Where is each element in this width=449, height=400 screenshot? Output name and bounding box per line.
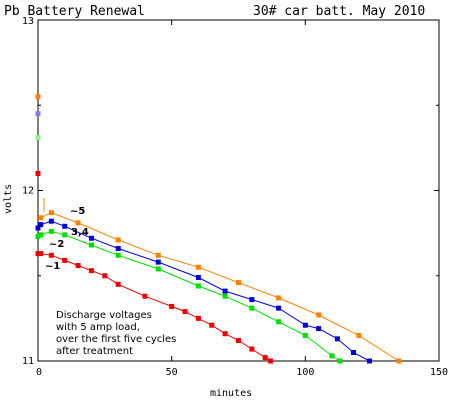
data-point bbox=[88, 268, 94, 274]
data-point bbox=[302, 322, 308, 328]
data-point bbox=[268, 358, 274, 364]
data-point bbox=[276, 295, 282, 301]
data-point bbox=[276, 305, 282, 311]
series-layer bbox=[35, 94, 402, 364]
data-point bbox=[236, 338, 241, 344]
y-tick-label: 12 bbox=[22, 186, 34, 197]
data-point bbox=[38, 232, 44, 238]
data-point bbox=[115, 245, 121, 251]
data-point bbox=[334, 336, 340, 342]
data-point bbox=[155, 259, 161, 265]
data-point bbox=[182, 309, 188, 315]
ticks-layer: 0 50 100 150 11 12 13 bbox=[22, 16, 448, 378]
data-point bbox=[48, 210, 54, 216]
data-point bbox=[302, 332, 308, 338]
annotation-line-4: after treatment bbox=[56, 346, 133, 357]
data-point bbox=[396, 358, 402, 364]
data-point bbox=[350, 349, 356, 355]
data-point bbox=[48, 252, 54, 258]
data-point bbox=[35, 251, 41, 257]
data-point bbox=[115, 237, 121, 243]
data-point bbox=[316, 326, 322, 332]
series-label-5: ~5 bbox=[70, 206, 85, 217]
data-point bbox=[249, 305, 255, 311]
data-point bbox=[195, 274, 201, 280]
data-point bbox=[115, 281, 121, 287]
x-tick-label: 0 bbox=[36, 367, 42, 378]
data-point bbox=[222, 293, 228, 299]
data-point bbox=[195, 315, 201, 321]
data-point bbox=[222, 288, 228, 294]
data-point bbox=[48, 218, 54, 224]
data-point bbox=[262, 355, 268, 361]
data-point bbox=[155, 266, 161, 272]
annotation-line-1: Discharge voltages bbox=[56, 310, 152, 321]
start-point bbox=[35, 135, 41, 141]
data-point bbox=[38, 215, 44, 221]
series-line-3 bbox=[37, 220, 370, 362]
y-tick-label: 13 bbox=[22, 16, 34, 27]
data-point bbox=[366, 358, 372, 364]
y-axis-label: volts bbox=[3, 184, 14, 214]
series-label-3-4: 3,4 bbox=[71, 227, 89, 238]
data-point bbox=[88, 242, 94, 248]
annotation-line-2: with 5 amp load, bbox=[56, 322, 140, 333]
data-point bbox=[195, 264, 201, 270]
data-point bbox=[169, 303, 175, 309]
data-point bbox=[316, 312, 322, 318]
data-point bbox=[38, 251, 44, 257]
data-point bbox=[142, 293, 148, 299]
data-point bbox=[155, 252, 161, 258]
data-point bbox=[329, 353, 335, 359]
annotation-line-3: over the first five cycles bbox=[56, 334, 176, 345]
chart-title: Pb Battery Renewal bbox=[4, 4, 145, 19]
data-point bbox=[249, 346, 255, 352]
x-tick-label: 100 bbox=[296, 367, 314, 378]
start-point bbox=[35, 170, 41, 176]
series-label-1: ~1 bbox=[45, 261, 60, 272]
data-point bbox=[48, 228, 54, 234]
data-point bbox=[88, 235, 94, 241]
data-point bbox=[102, 273, 108, 279]
data-point bbox=[38, 222, 44, 228]
data-point bbox=[209, 322, 215, 328]
series-label-2: ~2 bbox=[49, 239, 64, 250]
data-point bbox=[35, 225, 41, 231]
x-tick-label: 50 bbox=[166, 367, 178, 378]
data-point bbox=[75, 263, 81, 269]
data-point bbox=[75, 220, 81, 226]
data-point bbox=[249, 297, 255, 303]
data-point bbox=[236, 280, 241, 286]
data-point bbox=[115, 252, 121, 258]
chart-subtitle: 30# car batt. May 2010 bbox=[253, 4, 425, 19]
x-tick-label: 150 bbox=[430, 367, 448, 378]
data-point bbox=[195, 283, 201, 289]
data-point bbox=[222, 331, 228, 337]
data-point bbox=[35, 234, 41, 240]
start-point bbox=[35, 94, 41, 100]
data-point bbox=[62, 223, 68, 229]
data-point bbox=[276, 319, 282, 325]
x-axis-label: minutes bbox=[210, 388, 252, 399]
data-point bbox=[62, 257, 68, 263]
data-point bbox=[356, 332, 362, 338]
data-point bbox=[337, 358, 343, 364]
y-tick-label: 11 bbox=[22, 356, 34, 367]
start-point bbox=[35, 111, 41, 117]
data-point bbox=[62, 232, 68, 238]
